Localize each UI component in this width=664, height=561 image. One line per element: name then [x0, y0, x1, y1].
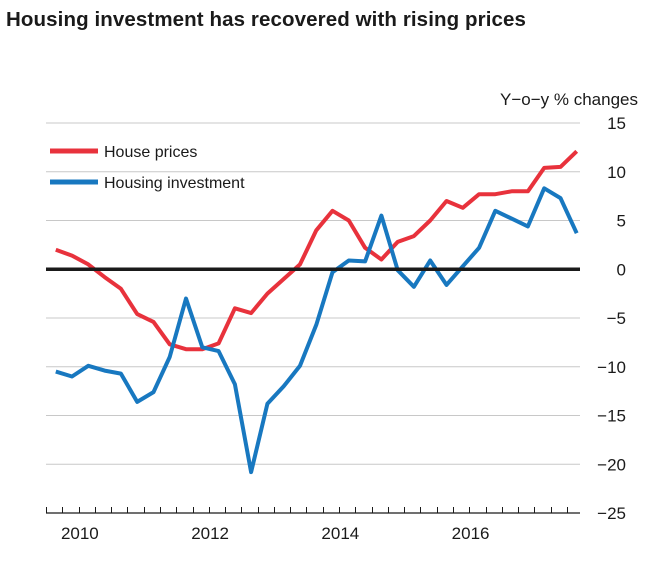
- x-axis: 2010 2012 2014 2016: [46, 507, 580, 543]
- y-tick-label: 15: [607, 114, 626, 133]
- series-line-housing-investment: [55, 186, 579, 475]
- chart-title: Housing investment has recovered with ri…: [6, 8, 527, 31]
- legend-label: House prices: [104, 144, 197, 161]
- y-tick-label: 10: [607, 163, 626, 182]
- y-axis-title: Y−o−y % changes: [500, 90, 638, 109]
- x-tick-label: 2014: [321, 524, 359, 543]
- y-tick-label: −10: [597, 358, 626, 377]
- legend: House prices Housing investment: [50, 144, 245, 192]
- series-lines: [46, 149, 580, 475]
- x-tick-label: 2010: [61, 524, 99, 543]
- x-tick-label: 2012: [191, 524, 229, 543]
- legend-label: Housing investment: [104, 175, 245, 192]
- y-axis: 15 10 5 0 −5 −10 −15 −20 −25: [597, 114, 626, 523]
- x-tick-label: 2016: [452, 524, 490, 543]
- y-tick-label: −15: [597, 407, 626, 426]
- y-tick-label: −20: [597, 455, 626, 474]
- y-tick-label: 0: [617, 260, 626, 279]
- y-tick-label: 5: [617, 212, 626, 231]
- y-tick-label: −5: [607, 309, 626, 328]
- y-tick-label: −25: [597, 504, 626, 523]
- series-line-house-prices: [55, 149, 579, 352]
